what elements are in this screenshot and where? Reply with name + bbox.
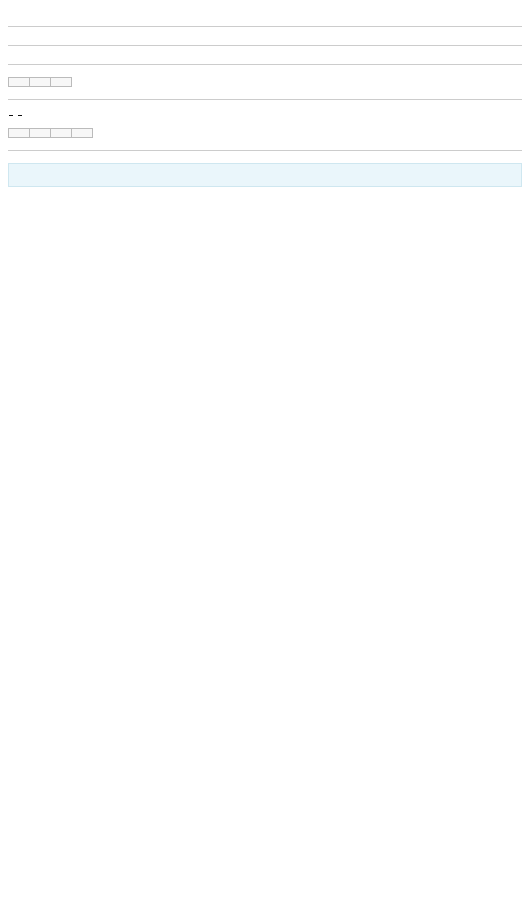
rateterm-intro (8, 106, 522, 122)
stoich-section (8, 65, 522, 99)
rateterm-core-frac2 (18, 115, 22, 116)
final-section (8, 151, 522, 191)
rateterm-core-frac1 (9, 115, 13, 116)
stoich-header-species (9, 78, 30, 87)
plan-section (8, 27, 522, 45)
rateterm-section (8, 100, 522, 150)
rateterm-header-species (9, 129, 30, 138)
rateterm-header-vi (51, 129, 72, 138)
rateterm-header-ci (30, 129, 51, 138)
stoich-header-vi (51, 78, 72, 87)
prompt-section (8, 8, 522, 26)
stoich-table (8, 77, 72, 87)
rateterm-table (8, 128, 93, 138)
rateterm-core-expression (8, 106, 23, 121)
rateterm-header-rate (72, 129, 93, 138)
stoich-header-ci (30, 78, 51, 87)
answer-box (8, 163, 522, 187)
balanced-section (8, 46, 522, 64)
